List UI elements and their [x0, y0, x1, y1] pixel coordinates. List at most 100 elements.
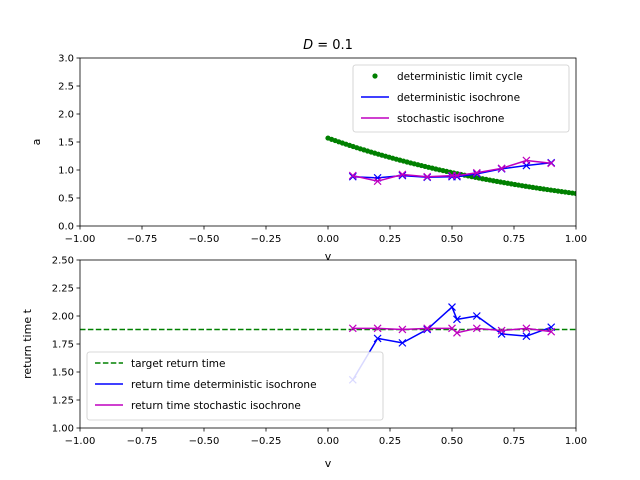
bottom-x-tick-label: 0.50 [441, 436, 463, 447]
top-series-2-marker-stroke [453, 171, 461, 180]
top-series-0-point [573, 190, 576, 197]
top-series-1-marker-stroke [348, 172, 357, 181]
top-series-1-marker [398, 171, 407, 180]
top-legend: deterministic limit cycle deterministic i… [352, 64, 570, 133]
top-series-1-marker [472, 169, 481, 178]
top-series-2-marker [398, 170, 407, 179]
bottom-plot-marks [80, 303, 576, 384]
bottom-y-tick-label: 1.00 [52, 424, 74, 435]
bottom-y-tick-label: 2.00 [52, 312, 74, 323]
bottom-series-2-marker [497, 326, 506, 335]
top-series-2-line [352, 159, 552, 182]
top-x-ticks: −1.00 −0.75 −0.50 −0.25 0.00 0.25 0.50 0.75 1.00 [65, 226, 587, 245]
bottom-series-2-marker [453, 328, 461, 337]
bottom-y-axis-label: return time t [21, 308, 34, 378]
top-x-axis-label: v [325, 250, 332, 263]
top-legend-item-2: stochastic isochrone [361, 113, 504, 125]
top-series-2-marker [453, 171, 461, 180]
bottom-series-1-marker [497, 329, 506, 338]
bottom-series-1-marker-stroke [522, 332, 531, 341]
top-legend-item-2-label: stochastic isochrone [397, 113, 504, 125]
top-series-2-marker-stroke [373, 177, 382, 186]
top-series-1-marker-stroke [472, 169, 481, 178]
bottom-subplot: −1.00 −0.75 −0.50 −0.25 0.00 0.25 0.50 0.75 1.00… [21, 256, 587, 471]
top-x-tick-label: 0.00 [317, 234, 339, 245]
top-legend-item-0: deterministic limit cycle [372, 71, 523, 83]
bottom-series-1-marker [398, 338, 407, 347]
bottom-series-2-marker-stroke [472, 324, 481, 333]
bottom-x-tick-label: −0.50 [189, 436, 220, 447]
bottom-x-tick-label: 0.00 [317, 436, 339, 447]
bottom-series-2-marker [373, 324, 382, 333]
bottom-x-tick-label: 0.25 [379, 436, 401, 447]
top-series-2-marker [348, 171, 357, 180]
top-series-2-marker-stroke [398, 170, 407, 179]
top-plot-marks [325, 135, 576, 197]
bottom-y-tick-label: 1.50 [52, 368, 74, 379]
top-y-ticks: 0.0 0.5 1.0 1.5 2.0 2.5 3.0 [58, 54, 80, 233]
top-legend-item-0-handle [372, 73, 378, 79]
top-y-tick-label: 0.5 [58, 194, 74, 205]
bottom-legend-item-1-label: return time deterministic isochrone [131, 379, 317, 391]
bottom-series-2-marker [472, 324, 481, 333]
top-legend-item-1: deterministic isochrone [361, 92, 520, 104]
bottom-series-2-marker-stroke [453, 328, 461, 337]
top-legend-item-1-label: deterministic isochrone [397, 92, 520, 104]
bottom-y-ticks: 1.00 1.25 1.50 1.75 2.00 2.25 2.50 [52, 256, 80, 435]
bottom-series-2-marker-stroke [547, 327, 556, 336]
bottom-legend-item-1: return time deterministic isochrone [95, 379, 317, 391]
top-series-1-line [352, 161, 552, 179]
bottom-legend-item-0: target return time [95, 358, 225, 370]
top-legend-item-0-label: deterministic limit cycle [397, 71, 523, 83]
bottom-series-2-marker [348, 324, 357, 333]
bottom-series-1-marker-stroke [472, 312, 481, 320]
top-series-2-marker-stroke [472, 168, 481, 177]
bottom-legend-item-2: return time stochastic isochrone [95, 400, 301, 412]
bottom-legend-item-2-label: return time stochastic isochrone [131, 400, 301, 412]
top-series-2 [348, 156, 556, 186]
top-series-2-marker [472, 168, 481, 177]
bottom-x-ticks: −1.00 −0.75 −0.50 −0.25 0.00 0.25 0.50 0.75 1.00 [65, 428, 587, 447]
top-series-2-marker [423, 172, 432, 181]
bottom-x-tick-label: −0.75 [127, 436, 158, 447]
top-series-2-marker-stroke [547, 159, 556, 168]
top-y-tick-label: 2.0 [58, 110, 74, 121]
top-series-0 [325, 135, 576, 197]
top-y-axis-label: a [30, 139, 43, 146]
bottom-series-1-marker-stroke [398, 338, 407, 347]
bottom-series-1-marker-stroke [453, 315, 461, 324]
top-y-tick-label: 0.0 [58, 222, 74, 233]
bottom-series-1-marker [522, 332, 531, 341]
top-title-symbol: D [303, 38, 313, 53]
top-x-tick-label: −0.50 [189, 234, 220, 245]
bottom-series-2-marker-stroke [448, 324, 456, 333]
bottom-x-tick-label: −0.25 [251, 436, 282, 447]
top-series-2-marker-stroke [423, 172, 432, 181]
top-series-1-marker-stroke [398, 171, 407, 180]
bottom-x-tick-label: −1.00 [65, 436, 96, 447]
top-subplot: D = 0.1 −1.00 −0.75 −0.50 −0.25 0.00 0.25 0.50… [30, 38, 587, 263]
bottom-legend: target return time return time determinis… [86, 351, 384, 421]
bottom-series-2-marker-stroke [423, 324, 432, 333]
bottom-series-2-marker-stroke [398, 325, 407, 334]
bottom-x-axis-label: v [325, 457, 332, 470]
top-y-tick-label: 1.0 [58, 166, 74, 177]
bottom-series-1-marker [472, 312, 481, 320]
top-x-tick-label: −1.00 [65, 234, 96, 245]
bottom-series-2-marker [398, 325, 407, 334]
bottom-series-2-marker [423, 324, 432, 333]
top-y-tick-label: 3.0 [58, 54, 74, 65]
top-y-tick-label: 2.5 [58, 82, 74, 93]
top-x-tick-label: 1.00 [565, 234, 587, 245]
top-series-group [325, 135, 576, 197]
bottom-series-group [80, 303, 576, 384]
top-series-2-marker-stroke [497, 164, 506, 173]
top-series-1-marker [348, 172, 357, 181]
top-series-2-marker [547, 159, 556, 168]
bottom-x-tick-label: 1.00 [565, 436, 587, 447]
bottom-series-1-marker-stroke [423, 325, 432, 334]
bottom-series-1-marker-stroke [497, 329, 506, 338]
top-x-tick-label: −0.25 [251, 234, 282, 245]
top-y-tick-label: 1.5 [58, 138, 74, 149]
